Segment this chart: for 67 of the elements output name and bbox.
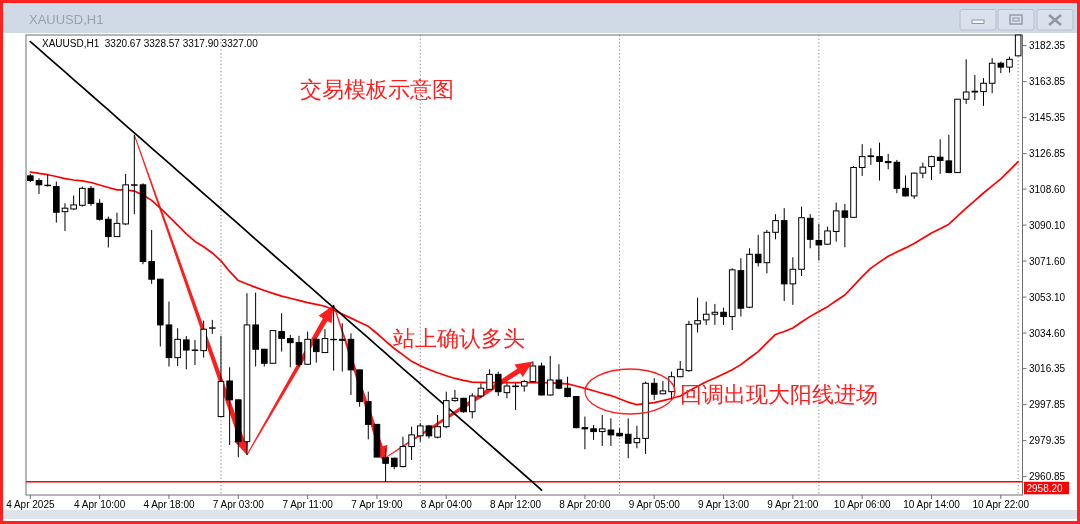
candlestick [512,382,519,411]
candlestick [382,447,389,483]
candlestick [815,223,823,262]
y-tick-label: 3071.60 [1029,255,1066,267]
x-tick-label: 8 Apr 12:00 [490,498,542,510]
candlestick [408,426,415,461]
ref-line-label: 2958.20 [1026,482,1064,494]
candlestick [824,226,831,246]
y-tick-label: 3182.35 [1029,40,1066,52]
y-tick-label: 2979.35 [1029,435,1066,447]
x-tick-label: 10 Apr 14:00 [903,498,961,510]
y-tick-label: 3053.10 [1029,291,1066,303]
y-tick-label: 3126.85 [1029,148,1066,160]
candlestick [772,213,779,240]
y-tick-label: 2997.85 [1029,399,1066,411]
x-tick-label: 7 Apr 19:00 [351,498,403,510]
candlestick [321,328,329,354]
y-tick-label: 3145.35 [1029,112,1066,124]
candlestick [113,212,121,238]
x-tick-label: 8 Apr 20:00 [559,498,611,510]
candlestick [183,335,190,370]
y-tick-label: 3163.85 [1029,76,1066,88]
candlestick [312,337,320,364]
text: 交易模板示意图 [300,77,454,102]
x-tick-label: 9 Apr 13:00 [697,498,750,510]
candlestick [200,320,207,359]
candlestick [79,186,86,208]
candlestick [902,174,909,198]
line-series [29,160,1020,406]
candlestick [806,213,814,249]
line-series [29,40,543,491]
candlestick [87,185,95,207]
annotation: 站上确认多头 [393,326,525,352]
y-tick-label: 2960.85 [1029,471,1066,483]
x-tick-label: 4 Apr 2025 [6,498,55,510]
x-tick-label: 7 Apr 11:00 [282,498,334,510]
candlestick [694,297,701,334]
x-tick-label: 10 Apr 06:00 [833,498,891,510]
candlestick [131,134,138,215]
candlestick [174,327,181,367]
y-tick-label: 3034.60 [1029,327,1066,339]
candlestick [668,371,675,401]
y-tick-label: 3090.10 [1029,219,1066,231]
y-tick-label: 3108.60 [1029,183,1066,195]
annotation: 回调出现大阳线进场 [680,382,878,407]
x-tick-label: 9 Apr 05:00 [628,498,681,510]
x-tick-label: 9 Apr 21:00 [767,498,819,510]
candlestick [191,339,199,366]
candlestick [148,229,155,285]
y-tick-label: 3016.35 [1029,363,1066,375]
x-tick-label: 7 Apr 03:00 [212,498,265,510]
x-tick-label: 10 Apr 22:00 [972,498,1030,510]
candlestick [876,142,883,182]
candlestick [928,155,935,181]
candlestick [96,198,103,222]
candlestick [295,335,303,368]
text: XAUUSD,H1 [29,12,104,27]
annotation: XAUUSD,H1 3320.67 3328.57 3317.90 3327.00 [42,38,259,49]
candlestick [486,368,493,391]
x-tick-label: 4 Apr 18:00 [143,498,195,510]
candlestick [286,334,294,368]
candlestick [226,366,233,446]
candlestick [105,216,112,248]
candlestick [980,77,987,107]
x-tick-label: 4 Apr 10:00 [74,498,126,510]
x-tick-label: 8 Apr 04:00 [420,498,473,510]
candlestick [278,312,285,353]
